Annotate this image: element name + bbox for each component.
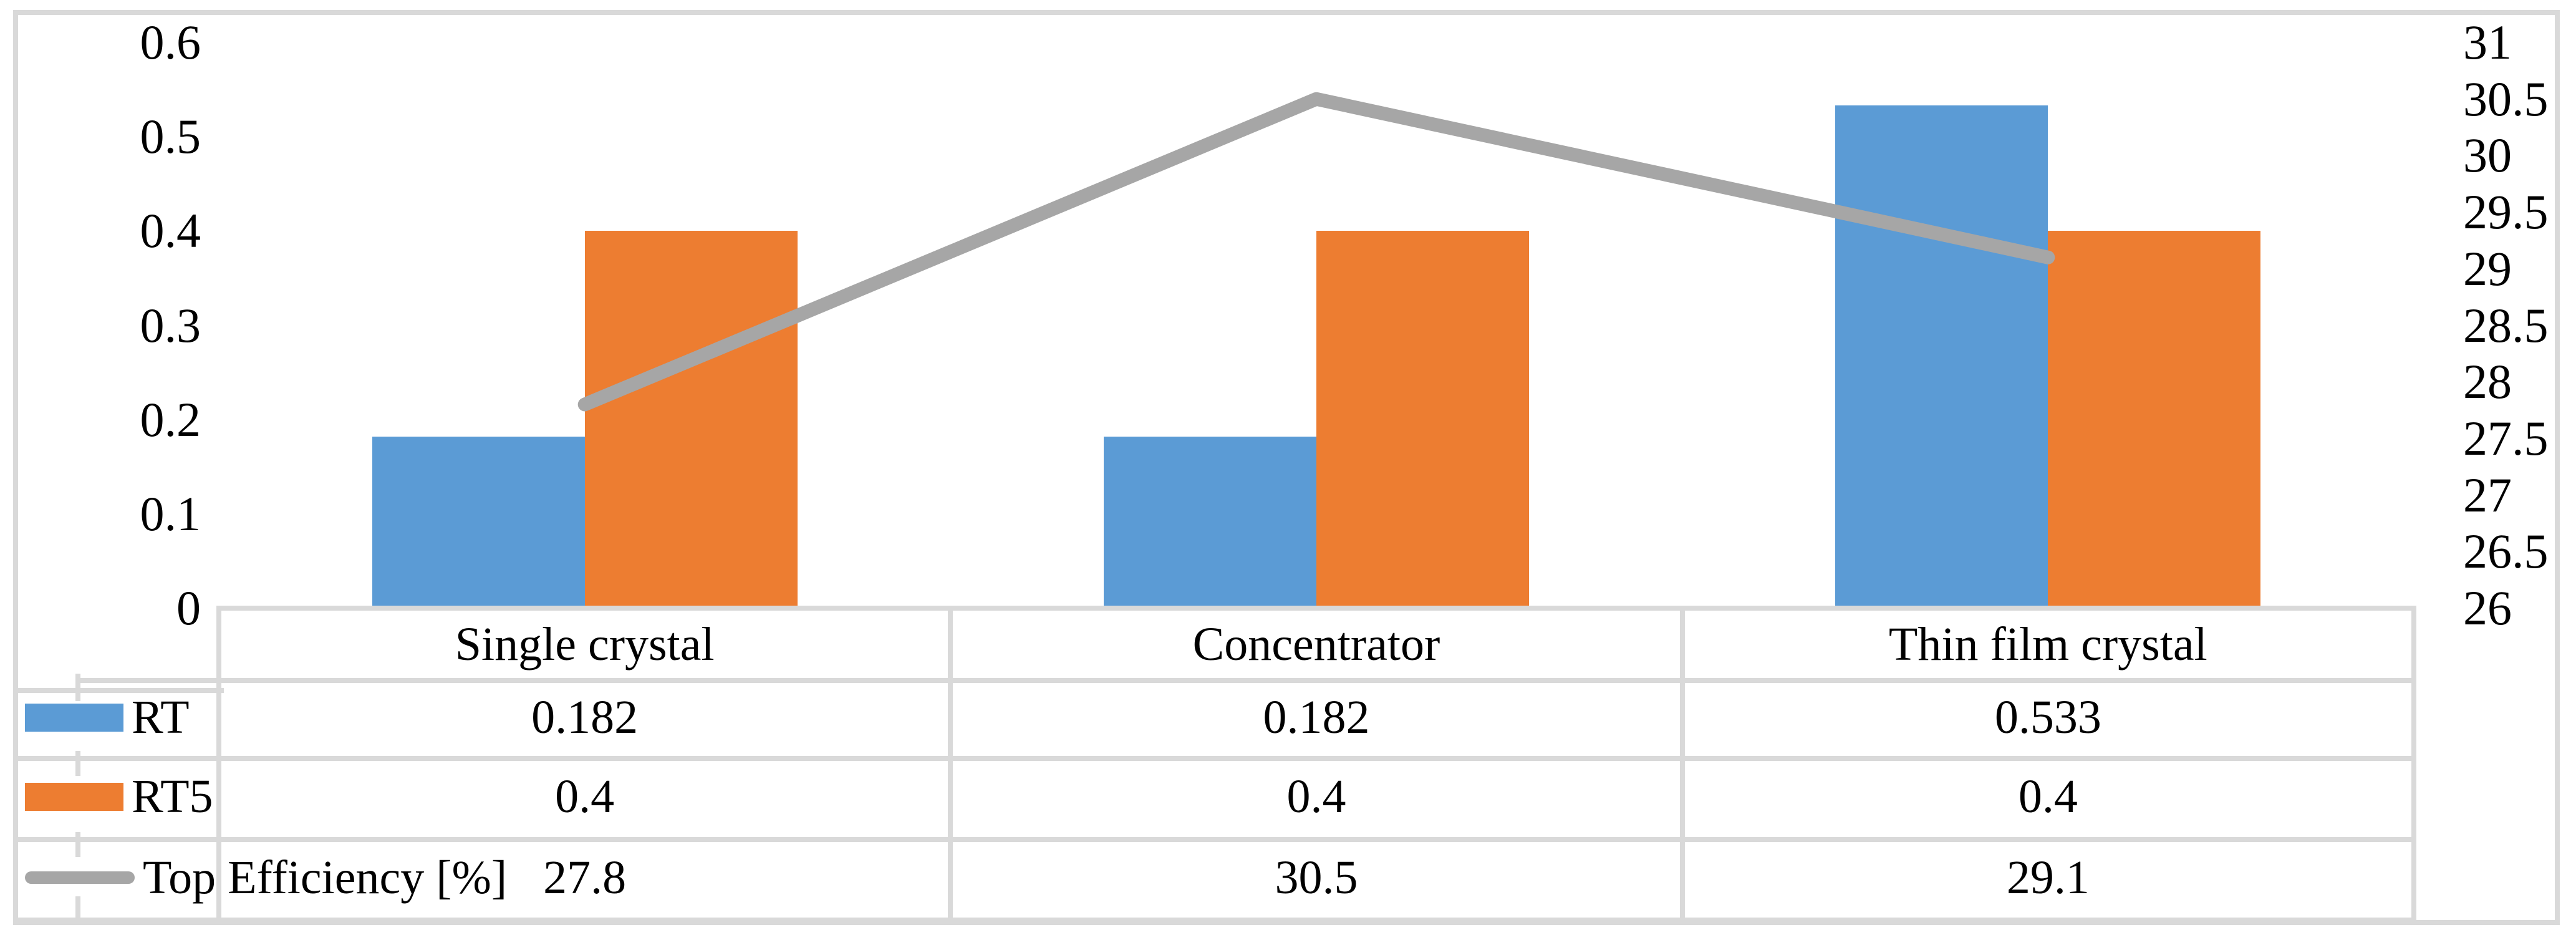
category-label-thin-film-crystal: Thin film crystal <box>1888 618 2207 671</box>
left-axis-tick-label: 0.3 <box>140 298 201 352</box>
table-tick-stub <box>75 751 80 776</box>
bar-rt-single-crystal <box>372 436 585 608</box>
axis-baseline <box>219 606 2414 611</box>
right-axis-tick-label: 30.5 <box>2463 71 2549 126</box>
table-border <box>17 688 224 693</box>
category-label-concentrator: Concentrator <box>1192 618 1440 671</box>
table-border <box>216 606 221 923</box>
table-value-rt-thin-film-crystal: 0.533 <box>1994 691 2101 744</box>
table-border <box>1680 606 1685 923</box>
right-axis-tick-label: 26.5 <box>2463 524 2549 579</box>
legend-label-rt: RT <box>132 691 190 744</box>
bar-rt5-thin-film-crystal <box>2048 231 2261 608</box>
legend-label-rt5: RT5 <box>132 770 213 823</box>
table-border <box>2411 606 2416 923</box>
table-value-top-efficiency-concentrator: 30.5 <box>1275 851 1358 904</box>
table-value-rt5-concentrator: 0.4 <box>1286 770 1346 823</box>
legend-row-rt: RT <box>17 683 219 752</box>
right-axis-tick-label: 27.5 <box>2463 410 2549 465</box>
left-axis-tick-label: 0.6 <box>140 15 201 69</box>
bar-rt5-single-crystal <box>584 231 798 608</box>
right-axis-tick-label: 27 <box>2463 467 2512 522</box>
legend-bar-key-rt5 <box>25 782 123 811</box>
bar-rt-concentrator <box>1104 436 1316 608</box>
legend-row-rt5: RT5 <box>17 761 219 832</box>
table-value-rt-concentrator: 0.182 <box>1263 691 1370 744</box>
legend-line-key-top-efficiency <box>25 871 135 884</box>
bar-rt5-concentrator <box>1316 231 1529 608</box>
legend-label-top-efficiency: Top Efficiency [%] <box>143 851 508 904</box>
table-border <box>17 918 2414 923</box>
table-tick-stub <box>75 896 80 923</box>
bar-rt-thin-film-crystal <box>1835 105 2048 608</box>
right-axis-tick-label: 29 <box>2463 241 2512 296</box>
legend-bar-key-rt <box>25 703 123 732</box>
left-axis-tick-label: 0 <box>176 581 201 635</box>
legend-row-top-efficiency: Top Efficiency [%] <box>17 842 507 913</box>
top-efficiency-line <box>577 92 2055 412</box>
chart-outer-frame <box>13 10 2560 925</box>
table-border <box>948 606 953 923</box>
table-border <box>78 678 2414 683</box>
table-tick-stub <box>75 832 80 857</box>
category-label-single-crystal: Single crystal <box>455 618 715 671</box>
left-axis-tick-label: 0.5 <box>140 109 201 164</box>
table-value-top-efficiency-single-crystal: 27.8 <box>543 851 627 904</box>
right-axis-tick-label: 28 <box>2463 354 2512 409</box>
left-axis-tick-label: 0.2 <box>140 392 201 447</box>
table-value-rt5-single-crystal: 0.4 <box>555 770 615 823</box>
right-axis-tick-label: 26 <box>2463 581 2512 635</box>
table-value-top-efficiency-thin-film-crystal: 29.1 <box>2006 851 2090 904</box>
table-border <box>17 756 2414 761</box>
right-axis-tick-label: 31 <box>2463 15 2512 69</box>
table-value-rt-single-crystal: 0.182 <box>531 691 639 744</box>
right-axis-tick-label: 28.5 <box>2463 298 2549 352</box>
table-border <box>17 837 2414 842</box>
right-axis-tick-label: 29.5 <box>2463 185 2549 240</box>
right-axis-tick-label: 30 <box>2463 128 2512 183</box>
table-value-rt5-thin-film-crystal: 0.4 <box>2018 770 2078 823</box>
left-axis-tick-label: 0.1 <box>140 486 201 541</box>
table-tick-stub <box>75 674 80 701</box>
left-axis-tick-label: 0.4 <box>140 203 201 258</box>
